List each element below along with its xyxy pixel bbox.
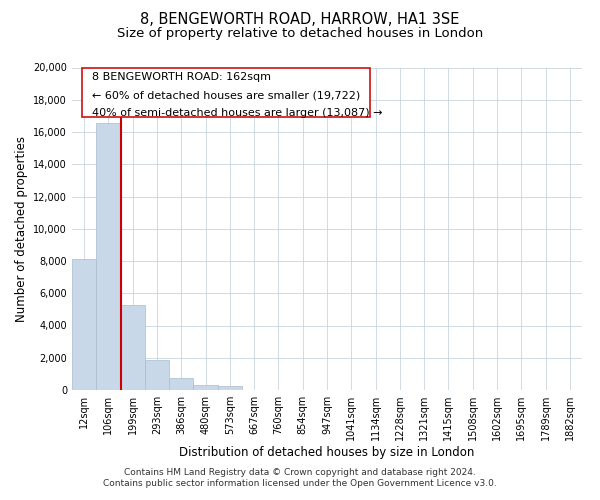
- Y-axis label: Number of detached properties: Number of detached properties: [15, 136, 28, 322]
- Bar: [169, 378, 193, 390]
- Bar: [145, 360, 169, 390]
- FancyBboxPatch shape: [82, 68, 370, 117]
- Text: 8 BENGEWORTH ROAD: 162sqm: 8 BENGEWORTH ROAD: 162sqm: [92, 72, 271, 83]
- Bar: [218, 386, 242, 390]
- X-axis label: Distribution of detached houses by size in London: Distribution of detached houses by size …: [179, 446, 475, 459]
- Text: ← 60% of detached houses are smaller (19,722): ← 60% of detached houses are smaller (19…: [92, 90, 361, 100]
- Text: Contains HM Land Registry data © Crown copyright and database right 2024.
Contai: Contains HM Land Registry data © Crown c…: [103, 468, 497, 487]
- Bar: [72, 260, 96, 390]
- Bar: [193, 386, 218, 390]
- Text: Size of property relative to detached houses in London: Size of property relative to detached ho…: [117, 28, 483, 40]
- Text: 40% of semi-detached houses are larger (13,087) →: 40% of semi-detached houses are larger (…: [92, 108, 383, 118]
- Bar: [121, 304, 145, 390]
- Bar: [96, 123, 121, 390]
- Text: 8, BENGEWORTH ROAD, HARROW, HA1 3SE: 8, BENGEWORTH ROAD, HARROW, HA1 3SE: [140, 12, 460, 28]
